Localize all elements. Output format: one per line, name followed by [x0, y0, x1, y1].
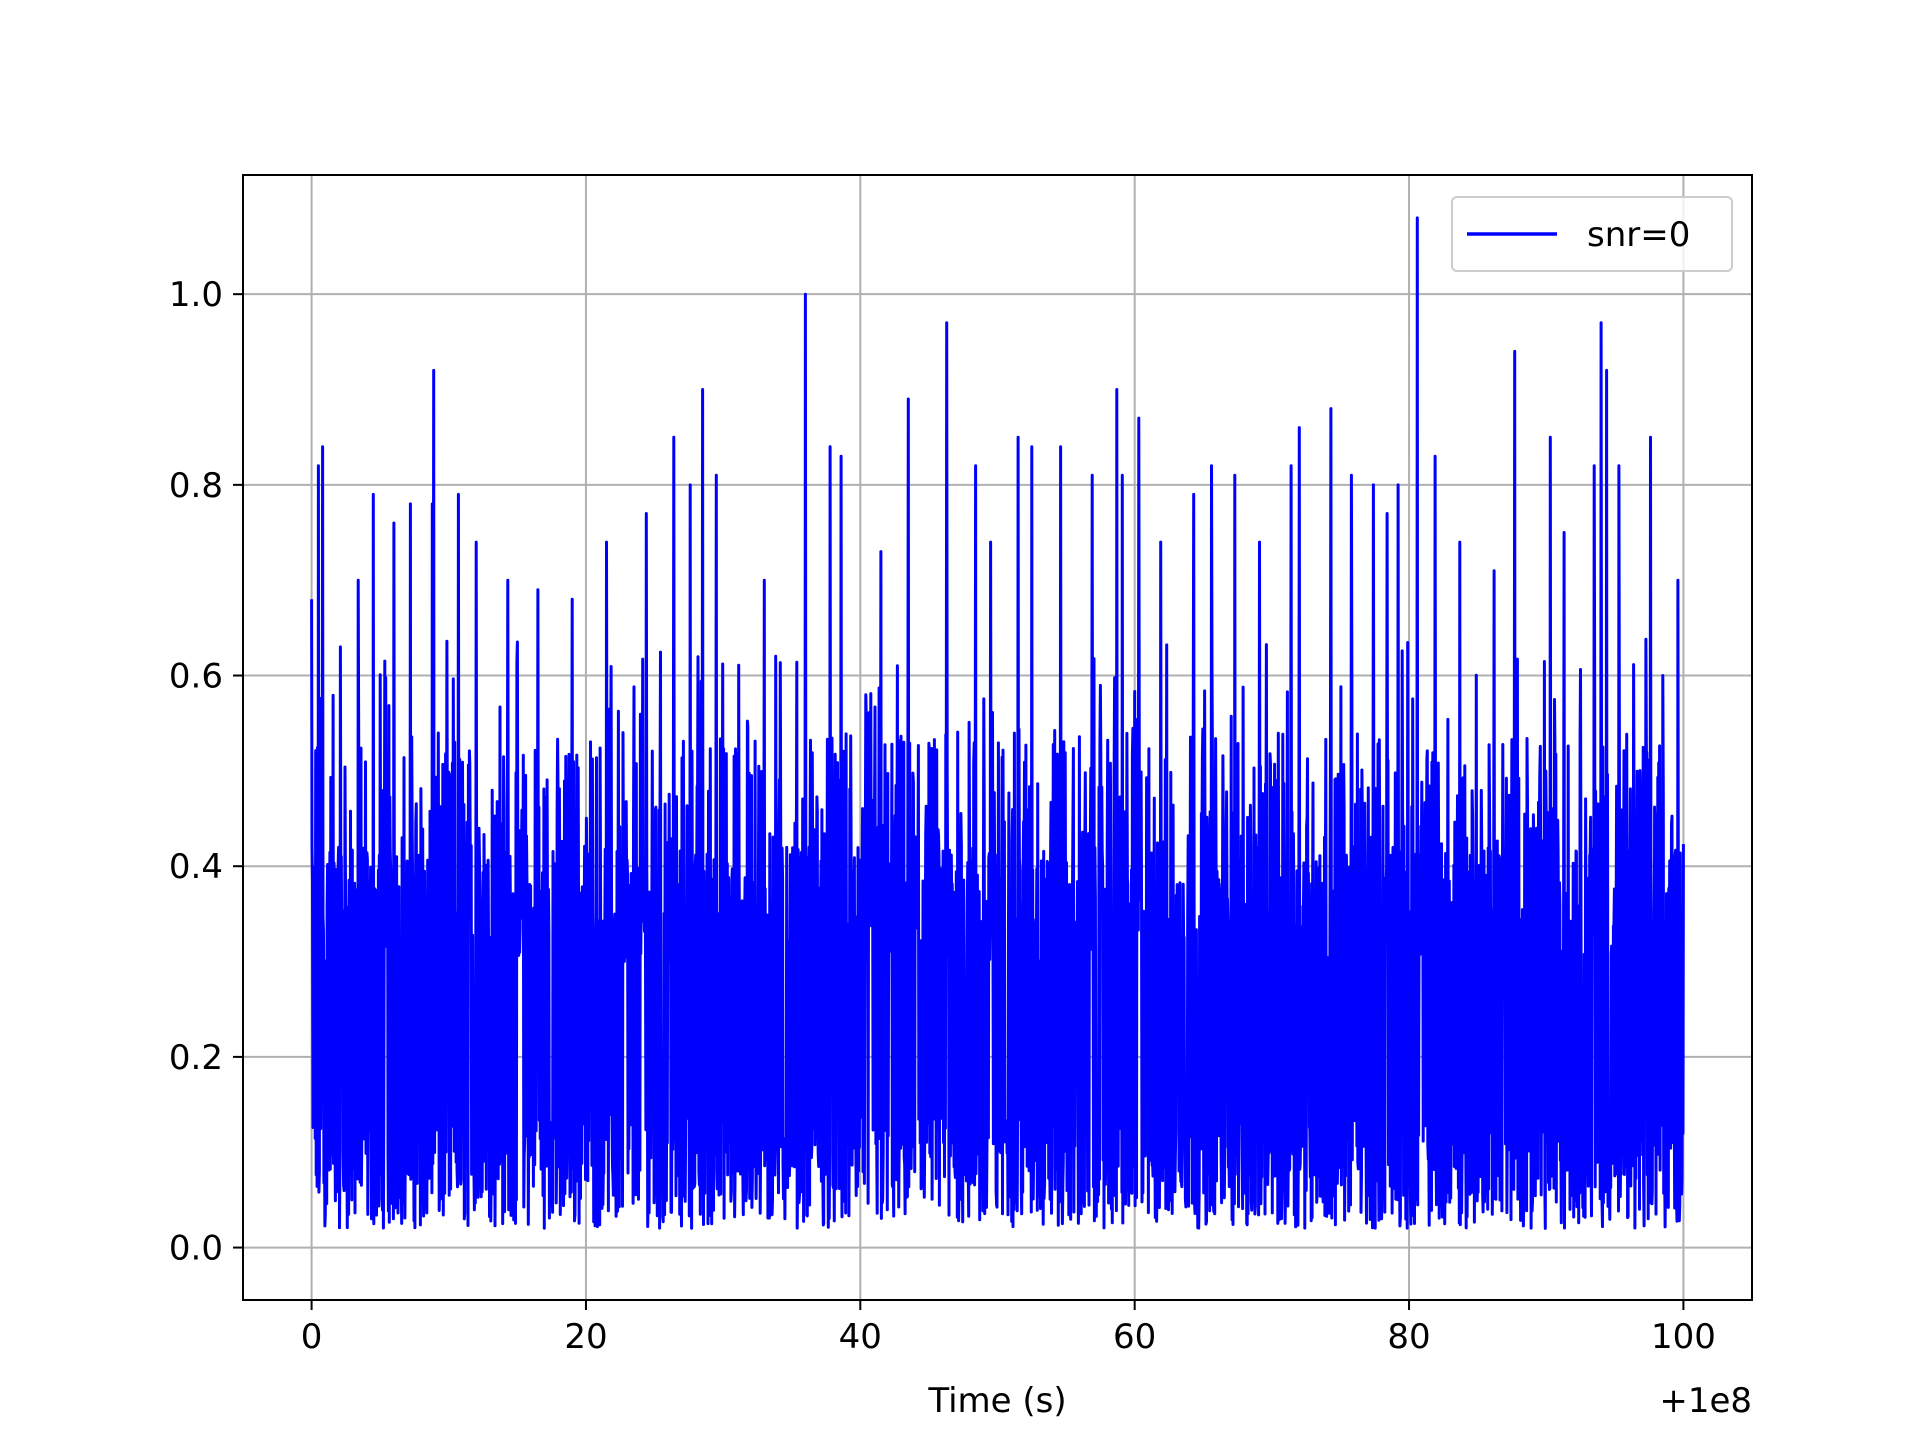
- y-tick-label: 1.0: [169, 275, 223, 315]
- y-tick-label: 0.2: [169, 1038, 223, 1078]
- x-tick-label: 80: [1387, 1317, 1430, 1357]
- legend-box: [1451, 196, 1733, 272]
- series-layer: [310, 216, 1685, 1230]
- y-tick-label: 0.4: [169, 847, 223, 887]
- y-tick-label: 0.6: [169, 657, 223, 697]
- x-tick-label: 20: [564, 1317, 607, 1357]
- y-tick-label: 0.8: [169, 466, 223, 506]
- tick-layer: 0 20 40 60 80 100 0.0 0.2 0.4 0.6 0.8 1.0: [169, 275, 1716, 1357]
- x-tick-label: 60: [1113, 1317, 1156, 1357]
- legend: snr=0: [1451, 196, 1733, 272]
- x-tick-label: 40: [839, 1317, 882, 1357]
- x-tick-label: 100: [1651, 1317, 1716, 1357]
- x-tick-label: 0: [301, 1317, 323, 1357]
- axes-frame: [242, 174, 1753, 1301]
- series-line-snr-0: [310, 216, 1685, 1230]
- y-tick-label: 0.0: [169, 1229, 223, 1269]
- legend-label: snr=0: [1587, 215, 1690, 255]
- x-axis-offset-label: +1e8: [1659, 1381, 1752, 1421]
- x-axis-label: Time (s): [927, 1381, 1066, 1421]
